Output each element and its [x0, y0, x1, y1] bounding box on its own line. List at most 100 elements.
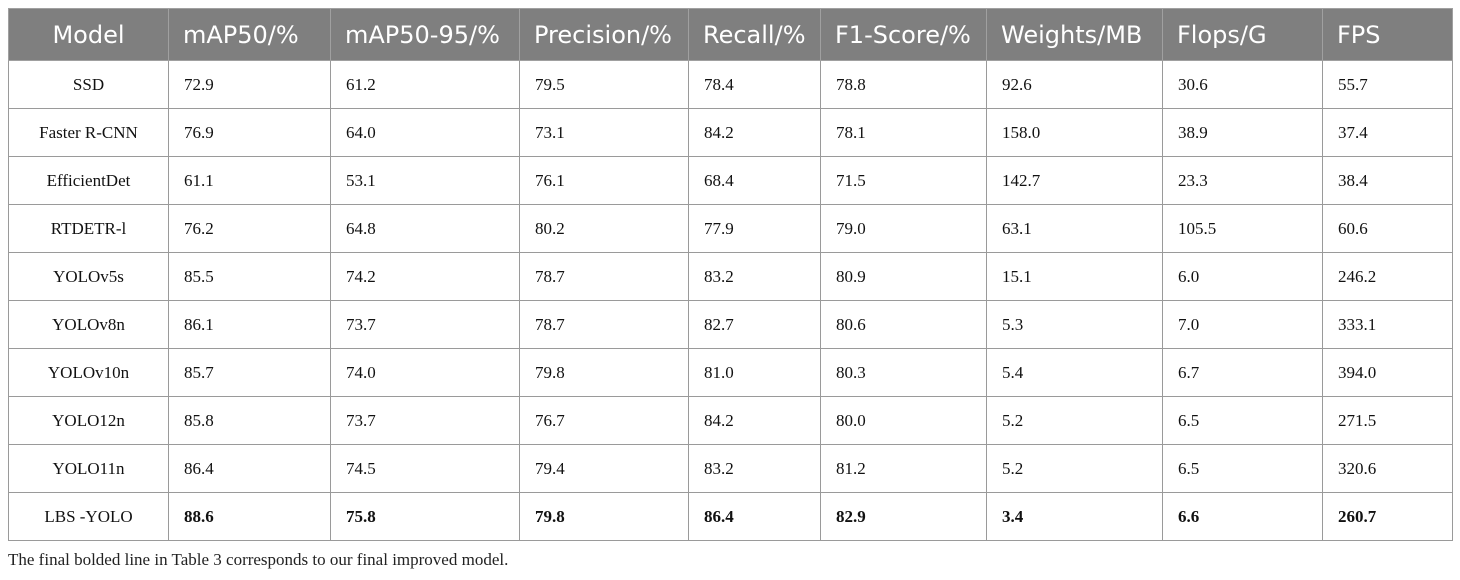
value-cell: 68.4: [688, 156, 821, 205]
value-cell: 74.2: [330, 252, 520, 301]
value-cell: 78.4: [688, 60, 821, 109]
value-cell: 84.2: [688, 108, 821, 157]
value-cell: 84.2: [688, 396, 821, 445]
value-cell: 79.4: [519, 444, 689, 493]
value-cell: 71.5: [820, 156, 987, 205]
model-cell: LBS -YOLO: [8, 492, 169, 541]
value-cell: 79.0: [820, 204, 987, 253]
table-row: SSD 72.9 61.2 79.5 78.4 78.8 92.6 30.6 55.7: [8, 60, 1453, 109]
table-row: RTDETR-l 76.2 64.8 80.2 77.9 79.0 63.1 105.5 60.…: [8, 204, 1453, 253]
table-row: YOLOv5s 85.5 74.2 78.7 83.2 80.9 15.1 6.0 246.2: [8, 252, 1453, 301]
model-cell: YOLOv10n: [8, 348, 169, 397]
model-cell: SSD: [8, 60, 169, 109]
model-cell: EfficientDet: [8, 156, 169, 205]
value-cell: 78.1: [820, 108, 987, 157]
header-cell: mAP50/%: [168, 8, 331, 61]
value-cell: 81.2: [820, 444, 987, 493]
value-cell: 15.1: [986, 252, 1163, 301]
table-wrap: Model mAP50/% mAP50-95/% Precision/% Recall/…: [8, 8, 1453, 541]
table-row: YOLOv10n 85.7 74.0 79.8 81.0 80.3 5.4 6.7 394.0: [8, 348, 1453, 397]
model-cell: Faster R-CNN: [8, 108, 169, 157]
value-cell: 72.9: [168, 60, 331, 109]
value-cell: 142.7: [986, 156, 1163, 205]
value-cell: 246.2: [1322, 252, 1453, 301]
value-cell: 5.2: [986, 444, 1163, 493]
header-cell: FPS: [1322, 8, 1453, 61]
value-cell: 333.1: [1322, 300, 1453, 349]
value-cell: 6.5: [1162, 396, 1323, 445]
value-cell: 80.0: [820, 396, 987, 445]
value-cell: 80.9: [820, 252, 987, 301]
value-cell: 105.5: [1162, 204, 1323, 253]
value-cell: 83.2: [688, 252, 821, 301]
value-cell: 64.8: [330, 204, 520, 253]
value-cell: 82.7: [688, 300, 821, 349]
value-cell: 61.1: [168, 156, 331, 205]
value-cell: 63.1: [986, 204, 1163, 253]
table-row: YOLO12n 85.8 73.7 76.7 84.2 80.0 5.2 6.5 271.5: [8, 396, 1453, 445]
value-cell: 80.3: [820, 348, 987, 397]
value-cell: 61.2: [330, 60, 520, 109]
value-cell: 74.5: [330, 444, 520, 493]
header-cell: mAP50-95/%: [330, 8, 520, 61]
header-row: Model mAP50/% mAP50-95/% Precision/% Recall/…: [8, 8, 1453, 61]
value-cell: 5.2: [986, 396, 1163, 445]
model-cell: YOLOv5s: [8, 252, 169, 301]
value-cell: 79.8: [519, 492, 689, 541]
value-cell: 3.4: [986, 492, 1163, 541]
table-row: Faster R-CNN 76.9 64.0 73.1 84.2 78.1 158.0 38.…: [8, 108, 1453, 157]
table-body: SSD 72.9 61.2 79.5 78.4 78.8 92.6 30.6 55.7 Faste…: [8, 60, 1453, 541]
value-cell: 78.7: [519, 252, 689, 301]
value-cell: 74.0: [330, 348, 520, 397]
value-cell: 75.8: [330, 492, 520, 541]
value-cell: 76.9: [168, 108, 331, 157]
value-cell: 92.6: [986, 60, 1163, 109]
header-cell: Recall/%: [688, 8, 821, 61]
value-cell: 53.1: [330, 156, 520, 205]
value-cell: 38.4: [1322, 156, 1453, 205]
value-cell: 76.2: [168, 204, 331, 253]
value-cell: 5.3: [986, 300, 1163, 349]
value-cell: 394.0: [1322, 348, 1453, 397]
value-cell: 73.7: [330, 396, 520, 445]
value-cell: 30.6: [1162, 60, 1323, 109]
header-cell: Precision/%: [519, 8, 689, 61]
value-cell: 85.8: [168, 396, 331, 445]
value-cell: 79.5: [519, 60, 689, 109]
value-cell: 78.7: [519, 300, 689, 349]
table-row: YOLO11n 86.4 74.5 79.4 83.2 81.2 5.2 6.5 320.6: [8, 444, 1453, 493]
model-cell: YOLO11n: [8, 444, 169, 493]
value-cell: 83.2: [688, 444, 821, 493]
value-cell: 260.7: [1322, 492, 1453, 541]
value-cell: 5.4: [986, 348, 1163, 397]
value-cell: 85.7: [168, 348, 331, 397]
value-cell: 37.4: [1322, 108, 1453, 157]
value-cell: 55.7: [1322, 60, 1453, 109]
value-cell: 7.0: [1162, 300, 1323, 349]
table-row: EfficientDet 61.1 53.1 76.1 68.4 71.5 142.7 23.…: [8, 156, 1453, 205]
header-cell: Model: [8, 8, 169, 61]
header-cell: F1-Score/%: [820, 8, 987, 61]
value-cell: 64.0: [330, 108, 520, 157]
value-cell: 320.6: [1322, 444, 1453, 493]
value-cell: 6.5: [1162, 444, 1323, 493]
value-cell: 158.0: [986, 108, 1163, 157]
value-cell: 76.7: [519, 396, 689, 445]
value-cell: 80.6: [820, 300, 987, 349]
value-cell: 38.9: [1162, 108, 1323, 157]
table-row: LBS -YOLO 88.6 75.8 79.8 86.4 82.9 3.4 6.6 260.7: [8, 492, 1453, 541]
value-cell: 6.7: [1162, 348, 1323, 397]
value-cell: 271.5: [1322, 396, 1453, 445]
value-cell: 78.8: [820, 60, 987, 109]
model-cell: RTDETR-l: [8, 204, 169, 253]
value-cell: 77.9: [688, 204, 821, 253]
value-cell: 82.9: [820, 492, 987, 541]
value-cell: 86.4: [688, 492, 821, 541]
value-cell: 60.6: [1322, 204, 1453, 253]
value-cell: 86.1: [168, 300, 331, 349]
value-cell: 79.8: [519, 348, 689, 397]
header-cell: Flops/G: [1162, 8, 1323, 61]
results-table: Model mAP50/% mAP50-95/% Precision/% Recall/…: [8, 8, 1453, 541]
value-cell: 73.7: [330, 300, 520, 349]
